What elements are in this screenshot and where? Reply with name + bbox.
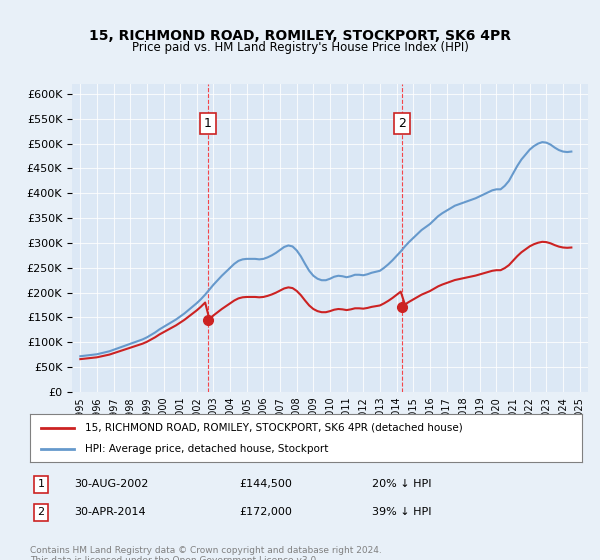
Text: 30-AUG-2002: 30-AUG-2002	[74, 479, 149, 489]
Text: 2: 2	[398, 117, 406, 130]
Text: Contains HM Land Registry data © Crown copyright and database right 2024.
This d: Contains HM Land Registry data © Crown c…	[30, 546, 382, 560]
Text: 1: 1	[38, 479, 44, 489]
Text: 30-APR-2014: 30-APR-2014	[74, 507, 146, 517]
Text: 39% ↓ HPI: 39% ↓ HPI	[372, 507, 432, 517]
Text: 15, RICHMOND ROAD, ROMILEY, STOCKPORT, SK6 4PR (detached house): 15, RICHMOND ROAD, ROMILEY, STOCKPORT, S…	[85, 423, 463, 433]
Text: HPI: Average price, detached house, Stockport: HPI: Average price, detached house, Stoc…	[85, 444, 329, 454]
Text: Price paid vs. HM Land Registry's House Price Index (HPI): Price paid vs. HM Land Registry's House …	[131, 41, 469, 54]
Text: 15, RICHMOND ROAD, ROMILEY, STOCKPORT, SK6 4PR: 15, RICHMOND ROAD, ROMILEY, STOCKPORT, S…	[89, 29, 511, 44]
Text: 2: 2	[37, 507, 44, 517]
Text: £172,000: £172,000	[240, 507, 293, 517]
Text: 1: 1	[204, 117, 212, 130]
Text: £144,500: £144,500	[240, 479, 293, 489]
Text: 20% ↓ HPI: 20% ↓ HPI	[372, 479, 432, 489]
